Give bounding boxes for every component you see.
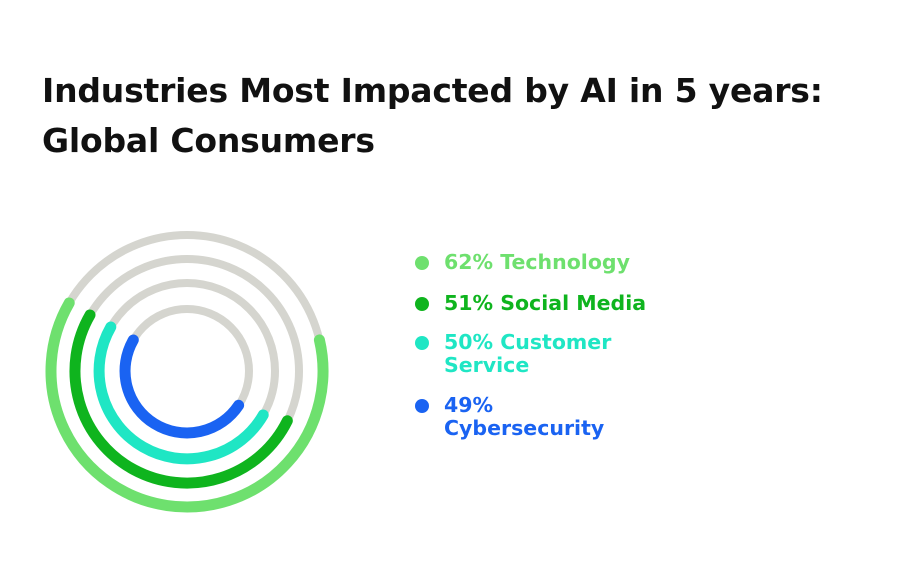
legend-dot-customer-service	[415, 336, 429, 350]
ring-bar-technology	[45, 297, 329, 513]
legend-label-customer-service: 50% Customer Service	[444, 330, 612, 377]
legend-dot-social-media	[415, 297, 429, 311]
chart-title-line-1: Industries Most Impacted by AI in 5 year…	[42, 71, 823, 110]
legend-item-cybersecurity: 49% Cybersecurity	[414, 394, 854, 440]
legend-label-social-media: 51% Social Media	[444, 291, 647, 315]
ring-bar-social-media	[69, 309, 293, 489]
legend-dot-technology	[415, 256, 429, 270]
legend-item-technology: 62% Technology	[414, 251, 854, 274]
chart-title-line-2: Global Consumers	[42, 121, 375, 160]
ring-bar-customer-service	[93, 321, 269, 465]
legend-item-social-media: 51% Social Media	[414, 292, 854, 315]
legend-dot-cybersecurity	[415, 399, 429, 413]
legend-label-cybersecurity: 49% Cybersecurity	[444, 393, 605, 440]
legend-item-customer-service: 50% Customer Service	[414, 331, 854, 377]
chart-legend: 62% Technology 51% Social Media 50% Cust…	[414, 251, 854, 440]
legend-label-technology: 62% Technology	[444, 250, 630, 274]
chart-title: Industries Most Impacted by AI in 5 year…	[42, 66, 862, 166]
ring-bar-cybersecurity	[119, 334, 245, 439]
